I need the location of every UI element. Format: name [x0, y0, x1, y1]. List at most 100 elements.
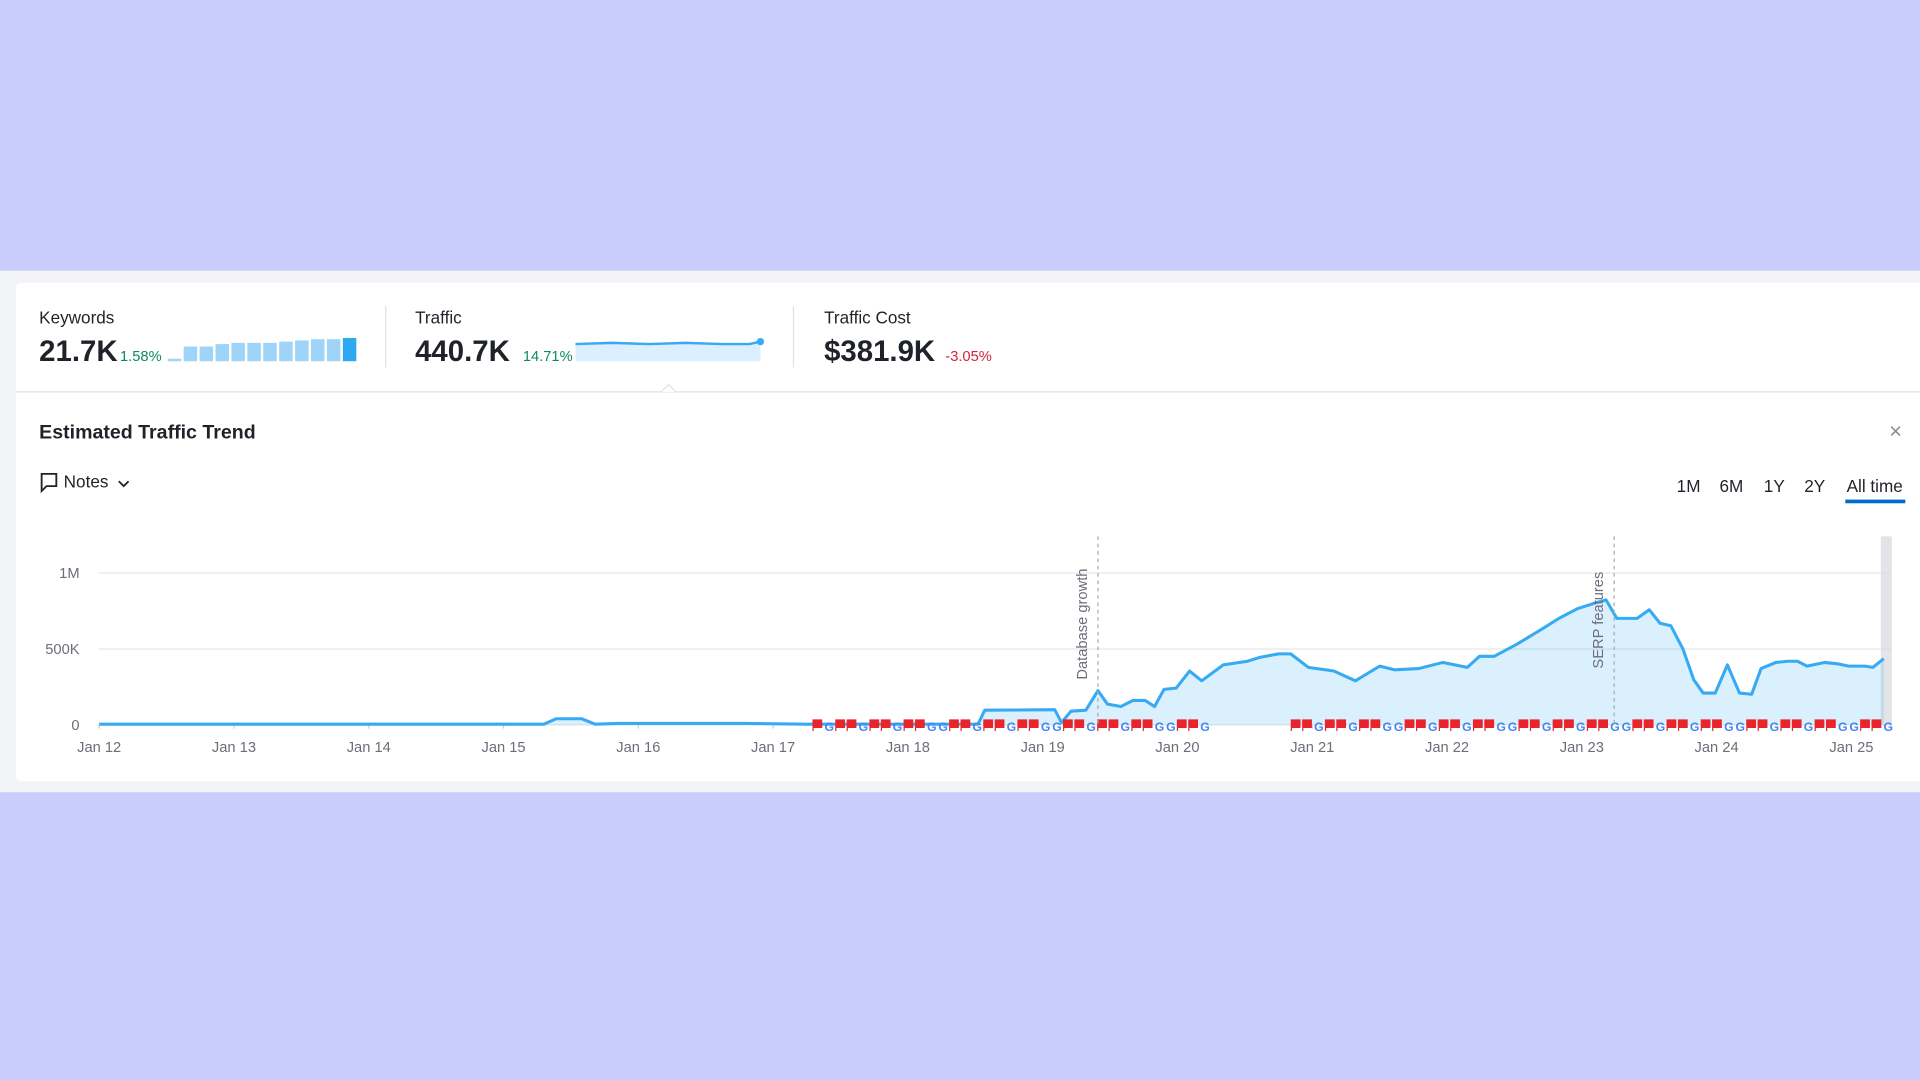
google-update-icon: G [1770, 720, 1780, 734]
flag-icon [1814, 719, 1825, 732]
flag-icon [1518, 719, 1529, 732]
range-highlight [1880, 536, 1892, 725]
flag-icon [1450, 719, 1460, 732]
range-selector: 1M 6M 1Y 2Y All time [1677, 476, 1906, 504]
x-tick-label: Jan 18 [886, 740, 930, 756]
flag-icon [835, 719, 846, 732]
google-update-icon: G [1121, 720, 1131, 734]
x-tick-label: Jan 13 [212, 740, 256, 756]
flag-icon [1438, 719, 1449, 732]
google-update-icon: G [1849, 720, 1859, 734]
google-update-icon: G [1508, 720, 1518, 734]
traffic-metric: Traffic 440.7K 14.71% [415, 307, 765, 368]
x-tick-label: Jan 23 [1560, 740, 1604, 756]
x-tick-label: Jan 19 [1021, 740, 1065, 756]
flag-icon [1677, 719, 1688, 732]
x-tick-label: Jan 22 [1425, 740, 1469, 756]
traffic-sparkline [575, 340, 761, 346]
flag-icon [1324, 719, 1335, 732]
google-update-icon: G [1314, 720, 1324, 734]
flag-icon [1302, 719, 1312, 732]
flag-icon [994, 719, 1005, 732]
metric-value: 440.7K [415, 335, 510, 368]
flag-icon [1643, 719, 1654, 732]
flag-icon [1529, 719, 1540, 732]
flag-icon [1188, 719, 1199, 732]
google-update-icon: G [1838, 720, 1848, 734]
google-update-icon: G [1610, 720, 1620, 734]
flag-icon [1416, 719, 1426, 732]
flag-icon [1666, 719, 1677, 732]
google-update-icon: G [1735, 720, 1745, 734]
range-button[interactable]: 1Y [1764, 476, 1786, 496]
flag-icon [1028, 719, 1039, 732]
range-button[interactable]: All time [1847, 476, 1903, 496]
google-update-icon: G [1155, 720, 1165, 734]
flag-icon [1062, 719, 1073, 732]
flag-icon [1700, 719, 1711, 732]
metric-label: Traffic Cost [824, 307, 911, 327]
range-button[interactable]: 1M [1677, 476, 1701, 496]
google-update-icon: G [1656, 720, 1666, 734]
metric-label: Keywords [39, 307, 114, 327]
flag-icon [1564, 719, 1574, 732]
google-update-icon: G [1462, 720, 1472, 734]
google-update-icon: G [1622, 720, 1632, 734]
y-tick-label: 500K [45, 642, 80, 658]
annotation-label: SERP features [1591, 572, 1607, 669]
traffic-sparkline-area [575, 341, 761, 362]
flag-icon [1825, 719, 1836, 732]
notes-button[interactable]: Notes [40, 471, 130, 494]
x-tick-label: Jan 16 [616, 740, 660, 756]
annotation-label: Database growth [1075, 569, 1091, 680]
flag-icon [1176, 719, 1187, 732]
google-update-icon: G [1724, 720, 1734, 734]
metric-value: $381.9K [824, 335, 935, 368]
flag-icon [1484, 719, 1495, 732]
flag-icon [812, 719, 823, 732]
flag-icon [1108, 719, 1119, 732]
flag-icon [1712, 719, 1722, 732]
range-button[interactable]: 6M [1720, 476, 1744, 496]
google-update-icon: G [1086, 720, 1096, 734]
google-update-icon: G [1348, 720, 1358, 734]
google-update-icon: G [927, 720, 937, 734]
x-tick-label: Jan 12 [77, 740, 121, 756]
metric-change: -3.05% [945, 349, 992, 365]
google-update-icon: G [1007, 720, 1017, 734]
google-update-icon: G [859, 720, 869, 734]
flag-icon [1860, 719, 1870, 732]
sparkline-dot [756, 337, 765, 346]
google-update-icon: G [1166, 720, 1176, 734]
flag-icon [1552, 719, 1563, 732]
google-update-icon: G [1041, 720, 1051, 734]
x-tick-label: Jan 25 [1829, 740, 1873, 756]
google-update-icon: G [1428, 720, 1438, 734]
notes-icon [40, 472, 58, 494]
flag-icon [880, 719, 891, 732]
flag-icon [1586, 719, 1597, 732]
x-tick-label: Jan 14 [347, 740, 391, 756]
x-tick-label: Jan 21 [1290, 740, 1334, 756]
chart: 0 500K 1M Jan 12 Jan 13 Jan 14 Jan 15 Jan 16 Jan… [45, 536, 1893, 756]
traffic-cost-metric: Traffic Cost $381.9K -3.05% [824, 307, 992, 368]
google-update-icon: G [1690, 720, 1700, 734]
flag-icon [1780, 719, 1791, 732]
range-button[interactable]: 2Y [1804, 476, 1826, 496]
card [15, 282, 1920, 782]
flag-icon [1472, 719, 1483, 732]
flag-icon [1370, 719, 1381, 732]
metric-value: 21.7K [39, 335, 117, 368]
y-tick-label: 0 [71, 718, 79, 734]
flag-icon [1074, 719, 1085, 732]
google-update-icon: G [1884, 720, 1894, 734]
google-update-icon: G [1496, 720, 1506, 734]
flag-icon [1131, 719, 1142, 732]
close-button[interactable]: × [1889, 418, 1902, 443]
flag-icon [846, 719, 857, 732]
panel-title: Estimated Traffic Trend [39, 421, 256, 443]
selected-indicator [1845, 499, 1906, 504]
google-update-icon: G [972, 720, 982, 734]
